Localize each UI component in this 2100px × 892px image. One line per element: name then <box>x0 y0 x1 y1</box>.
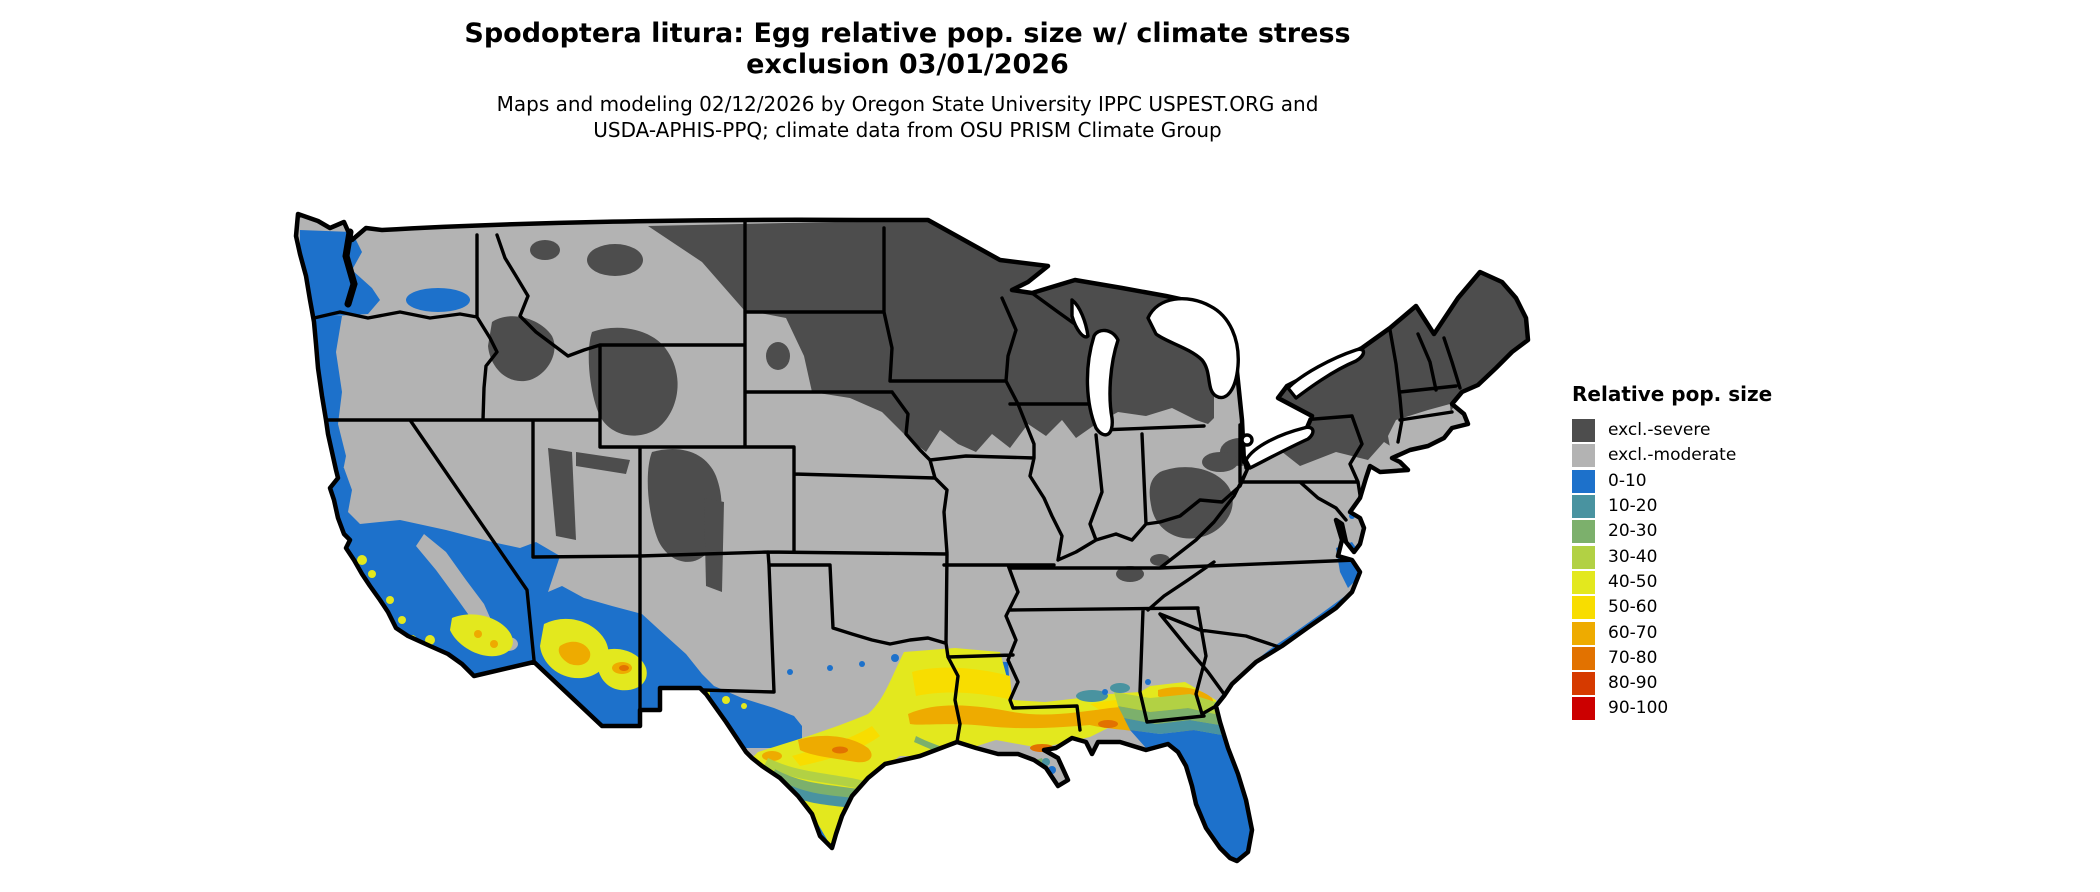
map-title: Spodoptera litura: Egg relative pop. siz… <box>0 18 1815 80</box>
map-fill-layers <box>300 219 1528 861</box>
title-line-1: Spodoptera litura: Egg relative pop. siz… <box>464 18 1351 49</box>
map-subtitle: Maps and modeling 02/12/2026 by Oregon S… <box>0 91 1815 143</box>
map-region-florida-bands <box>1114 692 1252 861</box>
legend-row-v10_20: 10-20 <box>1572 494 1872 519</box>
legend-label-excl_severe: excl.-severe <box>1608 420 1711 441</box>
legend-row-v50_60: 50-60 <box>1572 595 1872 620</box>
legend-row-v90_100: 90-100 <box>1572 696 1872 721</box>
subtitle-line-2: USDA-APHIS-PPQ; climate data from OSU PR… <box>593 118 1222 142</box>
map-region-southwest-patches <box>357 555 747 709</box>
map-legend: Relative pop. size excl.-severe excl.-mod… <box>1572 382 1872 722</box>
legend-items: excl.-severe excl.-moderate 0-10 10-20 20-30… <box>1572 418 1872 722</box>
legend-swatch-v40_50 <box>1572 570 1595 594</box>
green-bay <box>1070 298 1090 339</box>
legend-swatch-v90_100 <box>1572 697 1595 721</box>
lake-erie <box>1244 425 1315 470</box>
legend-swatch-v60_70 <box>1572 621 1595 645</box>
state-borders <box>312 219 1462 744</box>
legend-label-v0_10: 0-10 <box>1608 470 1647 491</box>
legend-row-v80_90: 80-90 <box>1572 671 1872 696</box>
legend-row-v0_10: 0-10 <box>1572 469 1872 494</box>
legend-swatch-v70_80 <box>1572 646 1595 670</box>
legend-row-v30_40: 30-40 <box>1572 544 1872 569</box>
national-outline <box>293 211 1531 864</box>
legend-row-v60_70: 60-70 <box>1572 620 1872 645</box>
title-line-2: exclusion 03/01/2026 <box>746 49 1069 80</box>
legend-label-excl_moderate: excl.-moderate <box>1608 445 1737 466</box>
legend-swatch-v50_60 <box>1572 596 1595 620</box>
subtitle-line-1: Maps and modeling 02/12/2026 by Oregon S… <box>496 92 1319 116</box>
legend-label-v90_100: 90-100 <box>1608 698 1669 719</box>
lake-michigan <box>1085 328 1120 437</box>
legend-label-v70_80: 70-80 <box>1608 647 1658 668</box>
legend-label-v10_20: 10-20 <box>1608 496 1658 517</box>
legend-row-v20_30: 20-30 <box>1572 519 1872 544</box>
lake-st-clair <box>1240 433 1254 447</box>
legend-row-v40_50: 40-50 <box>1572 570 1872 595</box>
legend-label-v50_60: 50-60 <box>1608 597 1658 618</box>
legend-swatch-v10_20 <box>1572 495 1595 519</box>
legend-swatch-v0_10 <box>1572 469 1595 493</box>
legend-row-excl_moderate: excl.-moderate <box>1572 443 1872 468</box>
lake-huron <box>1146 297 1240 400</box>
legend-swatch-excl_severe <box>1572 419 1595 443</box>
legend-swatch-v80_90 <box>1572 672 1595 696</box>
legend-label-v40_50: 40-50 <box>1608 571 1658 592</box>
map-region-georgia-patches <box>1076 679 1151 702</box>
legend-title: Relative pop. size <box>1572 382 1773 406</box>
great-lakes <box>1070 297 1366 470</box>
lake-ontario <box>1286 347 1366 400</box>
legend-swatch-v30_40 <box>1572 545 1595 569</box>
legend-swatch-excl_moderate <box>1572 444 1595 468</box>
legend-label-v80_90: 80-90 <box>1608 673 1658 694</box>
legend-swatch-v20_30 <box>1572 520 1595 544</box>
legend-row-excl_severe: excl.-severe <box>1572 418 1872 443</box>
legend-row-v70_80: 70-80 <box>1572 646 1872 671</box>
legend-label-v20_30: 20-30 <box>1608 521 1658 542</box>
puget-sound <box>342 228 358 308</box>
legend-label-v30_40: 30-40 <box>1608 546 1658 567</box>
legend-label-v60_70: 60-70 <box>1608 622 1658 643</box>
